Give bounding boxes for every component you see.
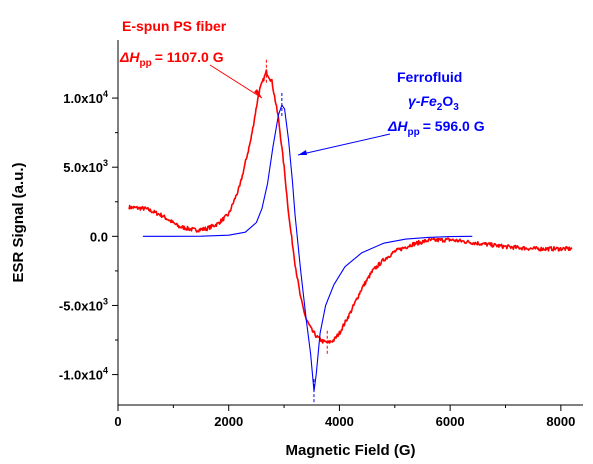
series-line-0 — [128, 69, 573, 344]
ticks: 0 2000 4000 6000 8000 1.0x104 5.0x103 0.0 -5.0x1… — [59, 89, 575, 429]
y-tick-label: 5.0x103 — [63, 158, 108, 175]
axes — [117, 40, 583, 406]
delta-h-subscript: pp — [408, 127, 420, 138]
y-tick-label: -1.0x104 — [59, 366, 108, 383]
annotation-ferrofluid-formula: γ-Fe2O3 — [408, 93, 459, 113]
x-tick-label: 2000 — [214, 414, 243, 429]
x-tick-label: 0 — [114, 414, 121, 429]
x-tick-label: 4000 — [325, 414, 354, 429]
arrowhead-icon — [254, 89, 262, 98]
linewidth-value: = 1107.0 G — [155, 49, 224, 65]
y-axis-title: ESR Signal (a.u.) — [10, 162, 27, 282]
annotation-ps-fiber-linewidth: ΔHpp = 1107.0 G — [119, 49, 224, 69]
annotation-ps-fiber: E-spun PS fiber ΔHpp = 1107.0 G — [119, 18, 263, 99]
annotation-ps-fiber-title: E-spun PS fiber — [122, 18, 227, 34]
x-tick-label: 6000 — [436, 414, 465, 429]
x-axis-title: Magnetic Field (G) — [285, 442, 415, 459]
linewidth-value: = 596.0 G — [423, 118, 485, 134]
delta-h-symbol: ΔH — [387, 118, 408, 134]
formula-subscript-2: 3 — [453, 102, 459, 113]
x-tick-label: 8000 — [546, 414, 575, 429]
formula-main: γ-Fe — [408, 93, 437, 109]
annotation-ferrofluid-linewidth: ΔHpp = 596.0 G — [387, 118, 485, 138]
series-line-1 — [142, 104, 473, 392]
annotation-ferrofluid-arrow — [297, 133, 391, 156]
annotation-ferrofluid-title: Ferrofluid — [397, 69, 462, 85]
formula-subscript-1: 2 — [437, 102, 443, 113]
delta-h-symbol: ΔH — [119, 49, 140, 65]
formula-oxygen: O — [442, 93, 453, 109]
annotation-ferrofluid: Ferrofluid γ-Fe2O3 ΔHpp = 596.0 G — [297, 69, 485, 156]
y-tick-label: 1.0x104 — [63, 89, 108, 106]
arrowhead-icon — [298, 150, 307, 155]
y-tick-label: -5.0x103 — [59, 296, 108, 313]
delta-h-subscript: pp — [140, 58, 152, 69]
y-tick-label: 0.0 — [90, 229, 108, 244]
annotation-ps-fiber-arrow — [209, 64, 263, 99]
series-layer — [128, 59, 573, 404]
